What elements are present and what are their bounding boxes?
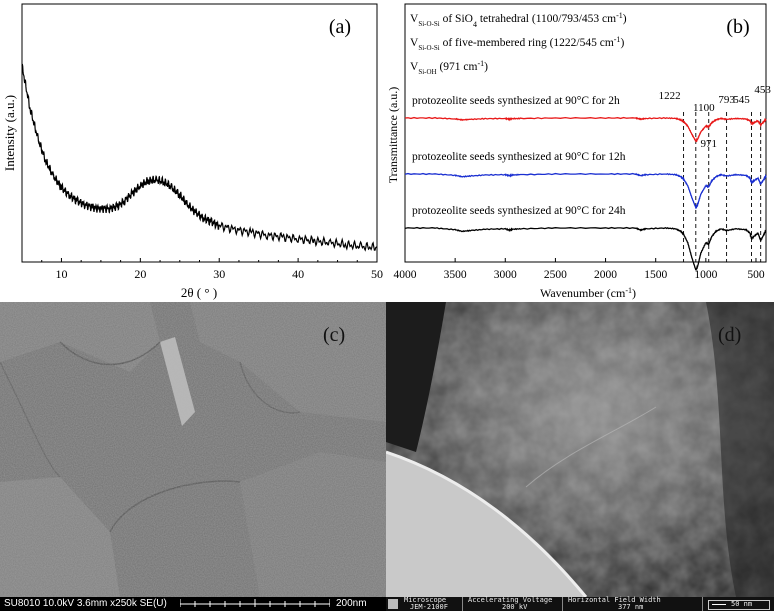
ftir-x-tick-label: 2000 [594,269,617,281]
tem-field-value: 200 kV [502,603,528,611]
xrd-x-tick-label: 40 [292,267,304,281]
xrd-x-tick-label: 50 [371,267,383,281]
xrd-x-axis-label: 2θ ( ° ) [181,285,217,300]
tem-scale-bar: 50 nm [708,600,770,610]
ftir-x-tick-label: 2500 [544,269,567,281]
xrd-chart: 10 20 30 40 50 (a) Intensity (a.u.) 2θ ( ° ) [2,3,383,300]
ftir-reference-label: 793 [718,94,735,106]
tem-logo [388,599,398,609]
ftir-x-tick-label: 4000 [394,269,417,281]
ftir-legend-entry: VSi-O-Si of SiO4 tetrahedral (1100/793/4… [410,11,627,29]
ftir-series-label: protozeolite seeds synthesized at 90°C f… [412,205,626,217]
tem-field-microscope: Microscope JEM-2100F [402,597,463,611]
xrd-x-ticks: 10 20 30 40 50 [41,258,383,281]
xrd-x-tick-label: 30 [213,267,225,281]
tem-info-bar: Microscope JEM-2100F Accelerating Voltag… [386,597,774,611]
sem-acquisition-info: SU8010 10.0kV 3.6mm x250k SE(U) [4,598,167,609]
ftir-series-label: protozeolite seeds synthesized at 90°C f… [412,95,620,107]
tem-field-value: JEM-2100F [410,603,448,611]
ftir-reference-label: 971 [700,138,717,150]
ftir-legend-entry: VSi-OH (971 cm-1) [410,59,488,77]
tem-texture [386,302,774,611]
sem-scale-ticks [180,599,330,607]
panel-d-label: (d) [718,324,742,346]
sem-texture [0,302,386,611]
ftir-reference-label: 545 [733,94,750,106]
ftir-x-tick-label: 1000 [694,269,717,281]
ftir-series-line [404,226,767,272]
ftir-plot-frame [404,3,767,263]
tem-field-value: 377 nm [618,603,644,611]
panel-a-label: (a) [329,16,351,38]
sem-scale-label: 200nm [336,598,367,609]
ftir-legend-entry: VSi-O-Si of five-membered ring (1222/545… [410,35,624,53]
ftir-x-tick-label: 500 [747,269,765,281]
tem-field-label: Horizontal Field Width [568,596,661,604]
xrd-x-tick-label: 20 [134,267,146,281]
tem-field-label: Accelerating Voltage [468,596,553,604]
ftir-x-ticks: 4000 3500 3000 2500 2000 1500 1000 500 [394,258,765,281]
sem-micrograph: (c) SU8010 10.0kV 3.6mm x250k SE(U) 200n… [0,302,386,611]
ftir-x-tick-label: 3500 [444,269,467,281]
ftir-x-tick-label: 1500 [644,269,667,281]
tem-field-label: Microscope [404,596,447,604]
ftir-x-tick-label: 3000 [494,269,517,281]
ftir-reference-label: 1222 [659,90,681,102]
tem-micrograph: (d) Microscope JEM-2100F Accelerating Vo… [386,302,774,611]
sem-status-bar: SU8010 10.0kV 3.6mm x250k SE(U) 200nm [0,597,386,611]
ftir-band-legend: VSi-O-Si of SiO4 tetrahedral (1100/793/4… [410,11,627,77]
ftir-series-label: protozeolite seeds synthesized at 90°C f… [412,151,626,163]
tem-field-voltage: Accelerating Voltage 200 kV [466,597,563,611]
panel-c-label: (c) [323,324,346,346]
tem-scale-label: 50 nm [731,600,753,608]
xrd-y-axis-label: Intensity (a.u.) [2,95,17,171]
ftir-reference-label: 453 [754,84,771,96]
panel-b-label: (b) [726,16,749,38]
ftir-reference-label: 1100 [693,102,715,114]
xrd-series-line [21,63,378,252]
ftir-series-line [404,172,767,210]
ftir-x-axis-label: Wavenumber (cm-1) [540,286,636,301]
ftir-series-line [404,116,767,143]
tem-scale-line [712,604,726,605]
xrd-x-tick-label: 10 [55,267,67,281]
tem-field-width: Horizontal Field Width 377 nm [566,597,703,611]
xrd-plot-frame [21,3,378,263]
ftir-series-group: protozeolite seeds synthesized at 90°C f… [404,95,767,272]
ftir-y-axis-label: Transmittance (a.u.) [386,87,400,184]
